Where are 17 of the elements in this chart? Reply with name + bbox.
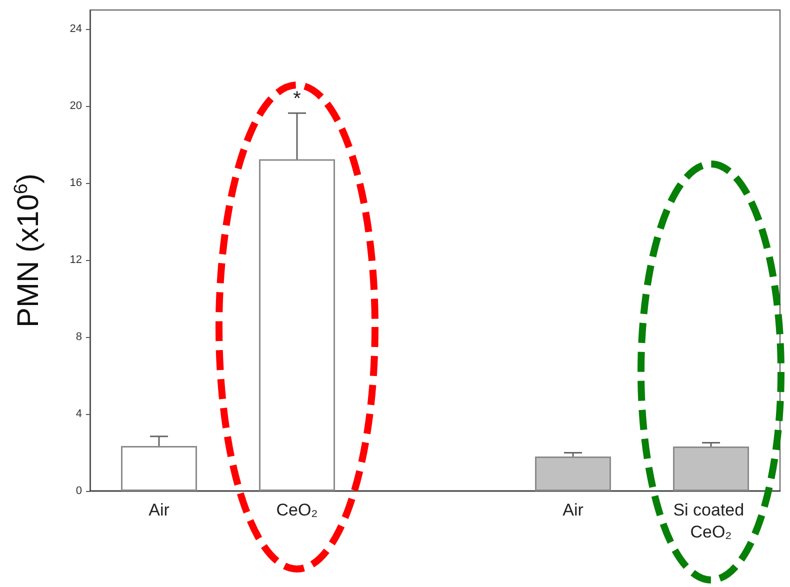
bar [259,159,335,491]
bar [673,446,749,491]
y-tick-label: 24 [70,23,82,36]
y-tick-label: 12 [70,254,82,266]
x-tick-label: CeO₂ [276,500,318,520]
x-tick-label: Air [148,500,170,520]
y-tick-label: 20 [70,100,82,112]
y-tick-label: 4 [76,408,82,420]
y-tick-label: 0 [76,485,82,497]
bar [535,456,611,491]
annotation: * [293,88,302,110]
x-tick-label: Si coated CeO₂ [673,500,749,542]
x-tick-label: Air [562,500,584,520]
y-tick-label: 16 [70,177,82,190]
y-tick-label: 8 [76,331,82,344]
y-axis-title: PMN (x106) [11,174,45,328]
bar [121,446,197,491]
